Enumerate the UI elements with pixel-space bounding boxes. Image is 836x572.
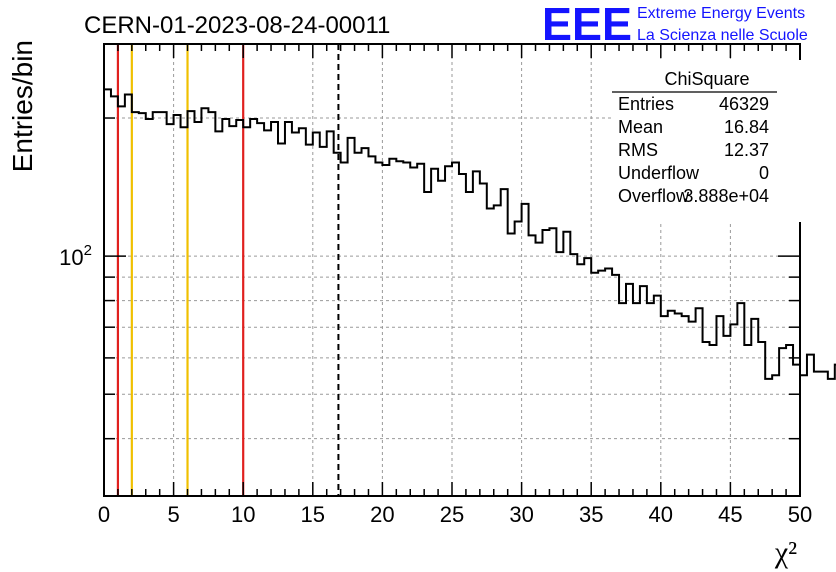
x-tick-label: 30	[509, 502, 533, 527]
x-tick-label: 10	[231, 502, 255, 527]
y-axis-label: Entries/bin	[7, 40, 38, 172]
stat-value: 3.888e+04	[683, 186, 769, 206]
stat-label: Underflow	[618, 163, 700, 183]
x-tick-label: 0	[98, 502, 110, 527]
x-tick-label: 25	[440, 502, 464, 527]
stat-label: Entries	[618, 94, 674, 114]
x-axis-label: χ²	[774, 536, 797, 569]
x-tick-label: 15	[301, 502, 325, 527]
stat-value: 46329	[719, 94, 769, 114]
stat-value: 12.37	[724, 140, 769, 160]
eee-logo: EEE Extreme Energy Events La Scienza nel…	[542, 0, 808, 50]
x-tick-label: 45	[718, 502, 742, 527]
grid-lines	[104, 44, 800, 497]
stats-title: ChiSquare	[664, 69, 749, 89]
x-tick-label: 5	[167, 502, 179, 527]
stat-label: Mean	[618, 117, 663, 137]
stats-box-background	[612, 60, 802, 222]
plot-title: CERN-01-2023-08-24-00011	[84, 12, 390, 39]
stat-value: 16.84	[724, 117, 769, 137]
y-axis-ticks: 102	[59, 117, 800, 497]
stat-label: Overflow	[618, 186, 690, 206]
eee-logo-mark: EEE	[542, 0, 632, 50]
histogram-line	[104, 88, 836, 380]
eee-logo-line1: Extreme Energy Events	[637, 5, 805, 22]
x-tick-label: 20	[370, 502, 394, 527]
histogram-series	[104, 88, 836, 380]
stat-value: 0	[759, 163, 769, 183]
x-tick-label: 35	[579, 502, 603, 527]
marker-lines	[116, 44, 340, 496]
x-tick-label: 40	[649, 502, 673, 527]
eee-logo-line2: La Scienza nelle Scuole	[637, 27, 808, 44]
x-tick-label: 50	[788, 502, 812, 527]
x-axis-ticks: 0 5 10 15 20 25 30 35 40 45 50	[98, 44, 812, 527]
y-tick-label: 102	[59, 242, 92, 270]
stat-label: RMS	[618, 140, 658, 160]
stats-box: ChiSquare Entries 46329 Mean 16.84 RMS 12.37 U…	[612, 60, 802, 222]
